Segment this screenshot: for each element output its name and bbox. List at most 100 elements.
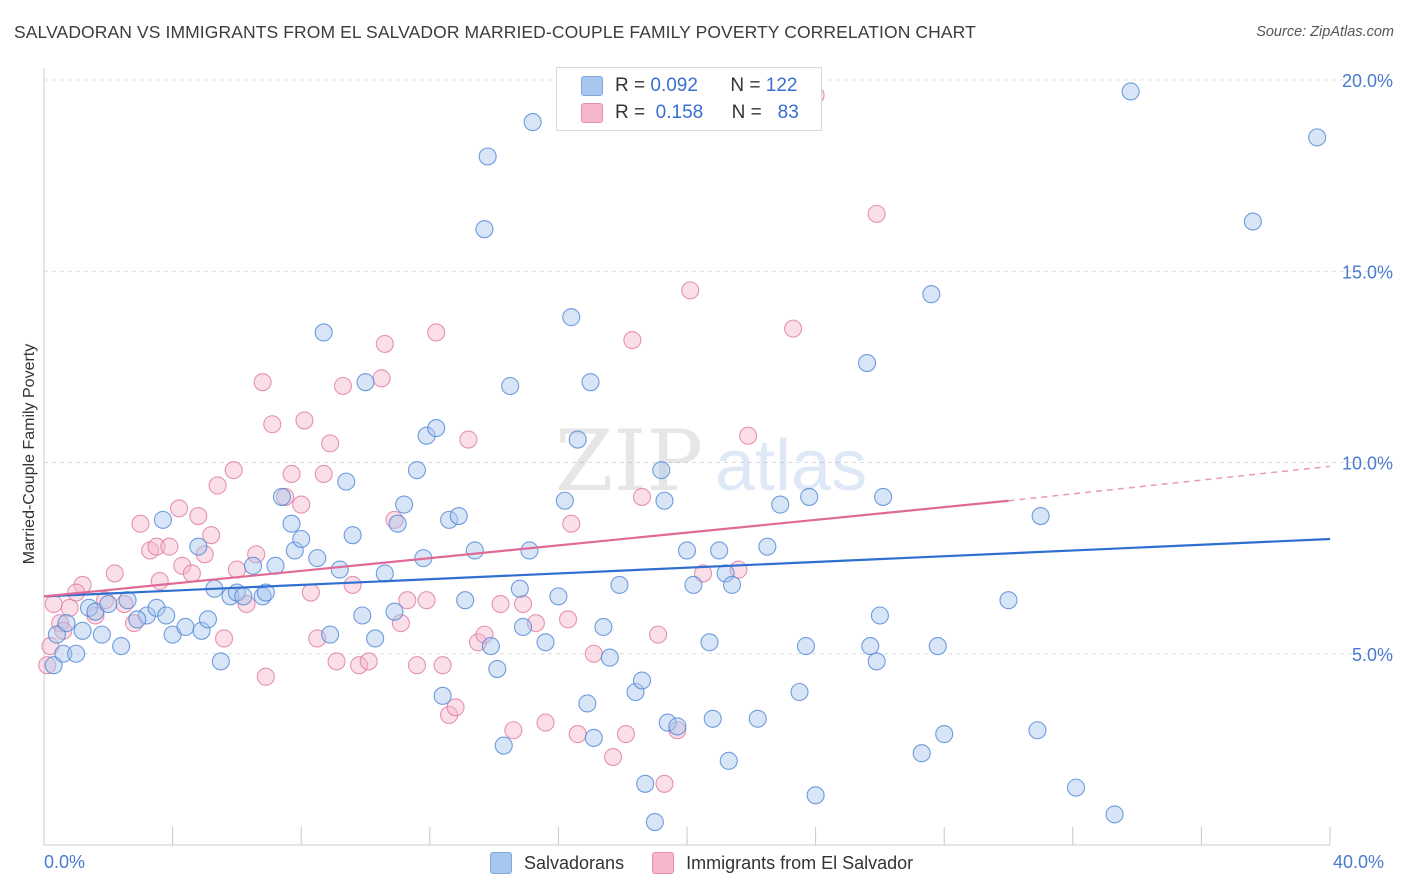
point-salvadorans <box>758 537 777 556</box>
point-salvadorans <box>700 633 719 652</box>
point-immigrants <box>321 434 340 453</box>
legend-swatch-salvadorans <box>490 852 512 874</box>
point-salvadorans <box>375 564 394 583</box>
point-salvadorans <box>353 606 372 625</box>
point-immigrants <box>359 652 378 671</box>
point-immigrants <box>301 583 320 602</box>
point-salvadorans <box>867 652 886 671</box>
y-tick-labels: 5.0% 10.0% 15.0% 20.0% <box>1342 71 1393 665</box>
point-salvadorans <box>857 353 877 373</box>
legend-r-value: 0.092 <box>650 75 698 96</box>
point-immigrants <box>38 656 57 675</box>
point-salvadorans <box>54 644 73 663</box>
point-salvadorans <box>684 575 703 594</box>
point-salvadorans <box>395 495 414 514</box>
point-salvadorans <box>192 621 211 640</box>
point-salvadorans <box>523 113 542 132</box>
point-salvadorans <box>928 637 947 656</box>
point-immigrants <box>350 656 369 675</box>
point-salvadorans <box>427 419 446 438</box>
point-salvadorans <box>433 686 452 705</box>
point-salvadorans <box>703 709 722 728</box>
point-salvadorans <box>549 587 568 606</box>
point-immigrants <box>440 705 459 725</box>
point-immigrants <box>44 594 63 614</box>
point-salvadorans <box>407 461 426 480</box>
point-salvadorans <box>790 682 809 702</box>
point-salvadorans <box>343 526 362 545</box>
point-immigrants <box>173 556 192 575</box>
point-salvadorans <box>1105 805 1124 824</box>
point-salvadorans <box>330 560 349 579</box>
point-immigrants <box>214 629 234 648</box>
point-salvadorans <box>440 510 459 529</box>
point-salvadorans <box>748 709 767 728</box>
legend-label-salvadorans: Salvadorans <box>524 852 625 873</box>
point-salvadorans <box>128 610 147 629</box>
point-salvadorans <box>922 285 941 304</box>
point-salvadorans <box>99 594 118 614</box>
point-salvadorans <box>594 617 613 637</box>
point-immigrants <box>558 610 578 629</box>
legend-n-label: N = <box>730 75 761 96</box>
point-immigrants <box>417 591 436 610</box>
legend-item-immigrants: Immigrants from El Salvador <box>652 852 913 874</box>
point-salvadorans <box>677 541 697 560</box>
point-immigrants <box>86 606 105 625</box>
point-salvadorans <box>198 610 218 629</box>
series-legend: Salvadorans Immigrants from El Salvador <box>490 852 941 874</box>
point-immigrants <box>247 545 266 564</box>
point-salvadorans <box>636 774 655 793</box>
point-immigrants <box>282 464 301 484</box>
point-salvadorans <box>600 648 619 667</box>
point-salvadorans <box>157 606 176 625</box>
point-immigrants <box>536 713 555 732</box>
point-immigrants <box>150 572 169 591</box>
point-immigrants <box>147 537 166 556</box>
point-salvadorans <box>292 529 311 549</box>
point-salvadorans <box>57 614 76 633</box>
point-immigrants <box>253 373 272 392</box>
point-salvadorans <box>488 659 507 679</box>
point-salvadorans <box>118 591 137 610</box>
point-salvadorans <box>999 591 1018 610</box>
point-immigrants <box>343 575 362 594</box>
point-salvadorans <box>256 583 275 602</box>
trend-line-immigrants-extension <box>1008 465 1331 502</box>
point-immigrants <box>784 319 803 338</box>
point-salvadorans <box>176 617 195 637</box>
point-immigrants <box>427 323 446 342</box>
x-tick-label-min: 0.0% <box>44 852 86 872</box>
point-immigrants <box>263 415 282 434</box>
point-immigrants <box>256 667 275 686</box>
point-immigrants <box>491 594 510 614</box>
point-salvadorans <box>314 323 333 342</box>
point-salvadorans <box>800 487 819 506</box>
legend-swatch-blue <box>581 76 603 96</box>
point-immigrants <box>568 725 587 744</box>
trend-line-salvadorans <box>43 537 1331 598</box>
point-salvadorans <box>153 510 173 529</box>
watermark-atlas: atlas <box>715 426 867 506</box>
point-salvadorans <box>282 514 301 533</box>
point-immigrants <box>681 281 700 300</box>
point-immigrants <box>433 656 452 675</box>
point-immigrants <box>504 721 523 740</box>
point-immigrants <box>459 430 478 449</box>
point-immigrants <box>60 598 79 617</box>
point-immigrants <box>407 656 426 675</box>
point-salvadorans <box>536 633 555 652</box>
y-tick-label: 5.0% <box>1352 645 1393 665</box>
point-immigrants <box>616 725 635 744</box>
trend-lines <box>43 465 1331 598</box>
point-immigrants <box>398 591 417 610</box>
point-immigrants <box>867 204 886 223</box>
point-salvadorans <box>266 556 285 575</box>
axes <box>43 68 1331 846</box>
point-immigrants <box>182 564 201 583</box>
legend-n-value: 122 <box>765 75 798 96</box>
point-salvadorans <box>935 725 954 744</box>
point-salvadorans <box>449 506 468 526</box>
point-salvadorans <box>501 376 520 396</box>
point-immigrants <box>327 652 346 671</box>
